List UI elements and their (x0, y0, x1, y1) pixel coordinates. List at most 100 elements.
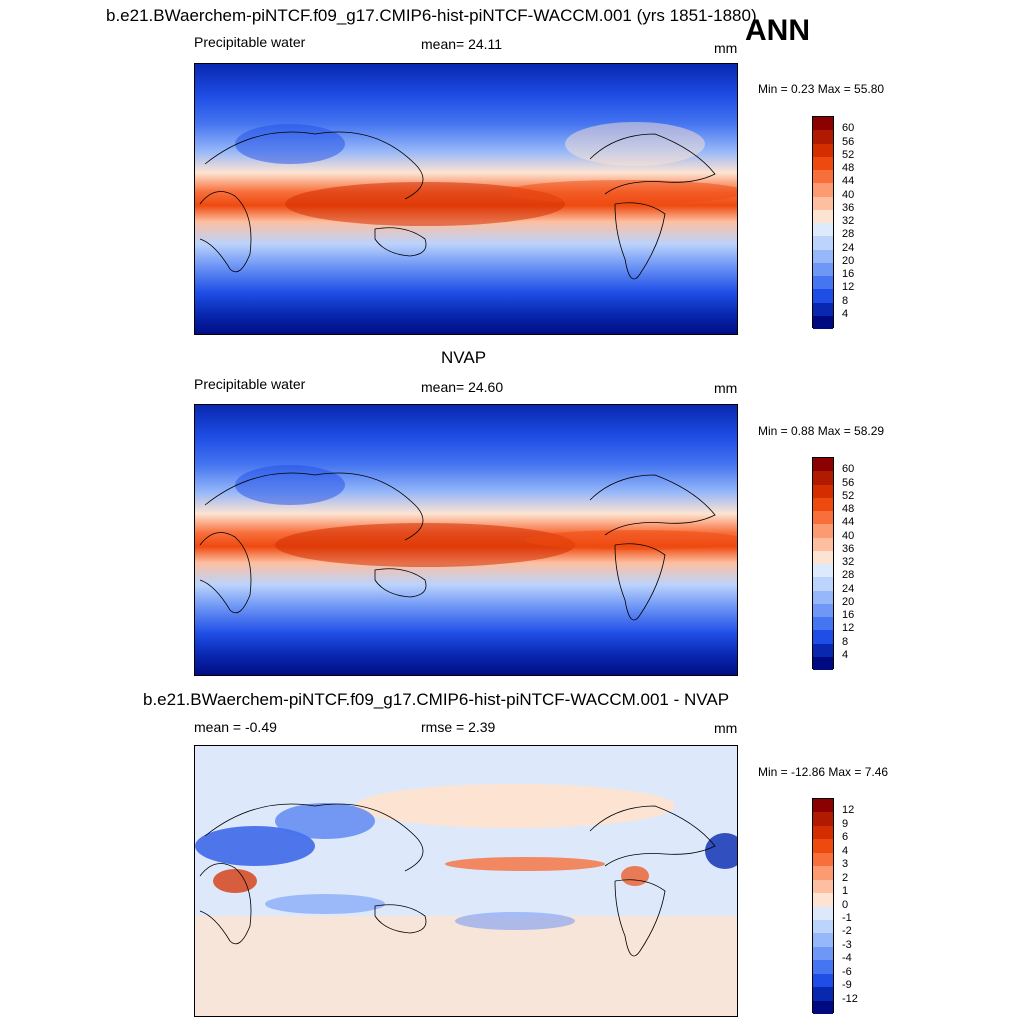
colorbar-swatch (813, 799, 833, 813)
colorbar-swatch (813, 223, 833, 237)
colorbar-tick-label: 3 (842, 858, 849, 871)
colorbar-swatch (813, 550, 833, 564)
panel3-mean: mean = -0.49 (194, 719, 277, 735)
panel2-units: mm (714, 380, 738, 396)
colorbar-tick-label: 48 (842, 503, 855, 515)
colorbar-tick-label: -2 (842, 925, 852, 938)
panel2-map (194, 404, 738, 676)
coastline-outline (199, 803, 716, 957)
colorbar-tick-label: 20 (842, 595, 855, 608)
colorbar-tick-label: 8 (842, 294, 849, 307)
panel3-units: mm (714, 720, 738, 736)
colorbar-tick-label: -3 (842, 938, 852, 951)
colorbar-swatch (813, 156, 833, 170)
panel3-map (194, 745, 738, 1017)
colorbar-swatch (813, 302, 833, 316)
colorbar-tick-label: 28 (842, 569, 855, 582)
colorbar-swatch (813, 249, 833, 263)
colorbar-tick-label: -9 (842, 979, 852, 992)
colorbar-swatch (813, 866, 833, 880)
colorbar-swatch (813, 471, 833, 485)
colorbar-tick-label: 8 (842, 635, 849, 648)
colorbar-tick-label: 60 (842, 463, 855, 476)
colorbar-tick-label: 16 (842, 268, 855, 280)
colorbar-swatch (813, 590, 833, 604)
panel1-map (194, 63, 738, 335)
panel1-units: mm (714, 40, 738, 56)
colorbar-swatch (813, 906, 833, 920)
colorbar-swatch (813, 1000, 833, 1014)
colorbar-swatch (813, 919, 833, 934)
colorbar-swatch (813, 315, 833, 329)
colorbar-swatch (813, 130, 833, 144)
colorbar-swatch (813, 289, 833, 303)
colorbar-swatch (813, 630, 833, 644)
colorbar-tick-label: 52 (842, 489, 855, 502)
colorbar-tick-label: 60 (842, 122, 855, 135)
panel3-minmax: Min = -12.86 Max = 7.46 (758, 765, 889, 779)
colorbar-swatch (813, 209, 833, 223)
colorbar-tick-label: 56 (842, 135, 855, 148)
main-title: b.e21.BWaerchem-piNTCF.f09_g17.CMIP6-his… (106, 6, 757, 25)
colorbar-tick-label: -6 (842, 965, 852, 978)
panel2-mean: mean= 24.60 (421, 379, 504, 395)
colorbar-tick-label: -12 (842, 992, 858, 1005)
panel1-mean: mean= 24.11 (421, 36, 503, 52)
colorbar-swatch (813, 537, 833, 551)
colorbar-tick-label: 1 (842, 885, 849, 898)
colorbar-swatch (813, 577, 833, 591)
colorbar-swatch (813, 812, 833, 826)
colorbar-tick-label: 40 (842, 529, 855, 542)
colorbar-swatch (813, 987, 833, 1001)
colorbar-tick-label: 32 (842, 556, 855, 568)
colorbar-swatch (813, 117, 833, 131)
colorbar-tick-label: 20 (842, 254, 855, 267)
coastline-outline (199, 131, 716, 280)
colorbar-tick-label: 44 (842, 175, 855, 188)
colorbar-tick-label: 28 (842, 228, 855, 241)
colorbar-swatch (813, 839, 833, 853)
panel3-title: b.e21.BWaerchem-piNTCF.f09_g17.CMIP6-his… (143, 690, 730, 709)
colorbar-tick-label: 48 (842, 162, 855, 174)
colorbar-tick-label: 36 (842, 201, 855, 214)
colorbar-swatch (813, 946, 833, 961)
colorbar-swatch (813, 484, 833, 498)
colorbar-tick-label: -4 (842, 952, 852, 965)
colorbar-tick-label: 4 (842, 648, 849, 661)
colorbar-swatch (813, 497, 833, 511)
colorbar-swatch (813, 262, 833, 276)
colorbar-swatch (813, 170, 833, 184)
colorbar-swatch (813, 960, 833, 974)
coastline-outline (199, 472, 716, 621)
panel1-variable: Precipitable water (194, 34, 306, 50)
colorbar-tick-label: 12 (842, 804, 855, 817)
colorbar-swatch (813, 825, 833, 840)
colorbar-tick-label: 4 (842, 844, 849, 857)
colorbar-tick-label: 12 (842, 622, 855, 635)
colorbar-swatch (813, 893, 833, 907)
colorbar-tick-label: 56 (842, 476, 855, 489)
colorbar-tick-label: 16 (842, 609, 855, 621)
colorbar-swatch (813, 933, 833, 947)
colorbar-swatch (813, 852, 833, 867)
panel3-rmse: rmse = 2.39 (421, 719, 496, 735)
colorbar-tick-label: 36 (842, 542, 855, 555)
colorbar-tick-label: 0 (842, 898, 849, 911)
colorbar-tick-label: 12 (842, 281, 855, 294)
colorbar-tick-label: 24 (842, 241, 855, 254)
colorbar-swatch (813, 617, 833, 631)
colorbar-swatch (813, 458, 833, 472)
panel1-minmax: Min = 0.23 Max = 55.80 (758, 82, 885, 96)
colorbar-tick-label: 9 (842, 817, 849, 830)
panel2-title: NVAP (441, 348, 487, 367)
colorbar-swatch (813, 196, 833, 210)
colorbar-swatch (813, 643, 833, 657)
colorbar-tick-label: 32 (842, 215, 855, 227)
colorbar-swatch (813, 143, 833, 157)
colorbar-tick-label: 24 (842, 582, 855, 595)
colorbar-swatch (813, 564, 833, 578)
colorbar-swatch (813, 603, 833, 617)
colorbar-swatch (813, 656, 833, 670)
colorbar-tick-label: 52 (842, 148, 855, 161)
colorbar-swatch (813, 524, 833, 538)
